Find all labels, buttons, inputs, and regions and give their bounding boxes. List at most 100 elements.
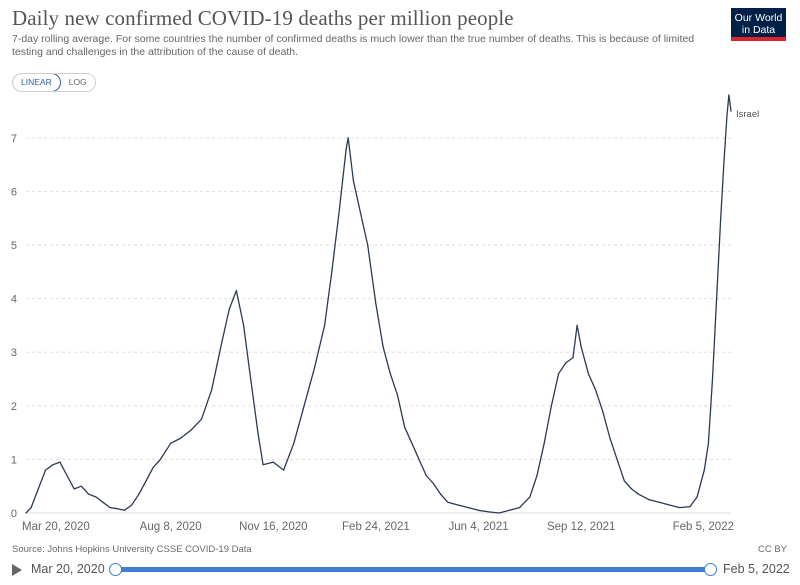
- data-point: [668, 504, 671, 506]
- data-point: [145, 480, 147, 482]
- y-tick-label: 1: [11, 454, 17, 466]
- timeline-start-handle[interactable]: [109, 563, 122, 576]
- data-point: [303, 405, 305, 407]
- data-point: [396, 394, 399, 396]
- data-point: [703, 469, 705, 471]
- timeline-track[interactable]: [116, 567, 710, 572]
- data-point: [95, 496, 97, 498]
- data-point: [200, 418, 203, 420]
- data-point: [630, 488, 633, 490]
- data-point: [102, 501, 104, 503]
- data-point: [250, 378, 252, 380]
- x-tick-label: Mar 20, 2020: [22, 521, 90, 533]
- data-point: [498, 512, 500, 514]
- data-point: [25, 512, 27, 514]
- data-point: [580, 346, 582, 348]
- data-point: [116, 508, 118, 510]
- data-point: [159, 458, 161, 460]
- x-tick-label: Jun 4, 2021: [448, 521, 508, 533]
- data-point: [440, 493, 442, 495]
- license-link[interactable]: CC BY: [757, 544, 787, 555]
- data-point: [467, 507, 469, 509]
- timeline-end-label: Feb 5, 2022: [723, 562, 790, 576]
- chart-title: Daily new confirmed COVID-19 deaths per …: [12, 6, 514, 30]
- y-tick-label: 6: [11, 186, 17, 198]
- data-point: [418, 458, 420, 460]
- data-point: [59, 461, 61, 463]
- data-point: [131, 504, 133, 506]
- x-tick-label: Nov 16, 2020: [239, 521, 307, 533]
- logo-line-2: in Data: [741, 24, 776, 36]
- data-point: [359, 212, 362, 214]
- data-point: [88, 493, 90, 495]
- data-point: [488, 511, 490, 513]
- y-tick-label: 3: [11, 347, 17, 359]
- data-point: [228, 308, 230, 310]
- data-point: [609, 437, 611, 439]
- timeline-end-handle[interactable]: [704, 563, 717, 576]
- data-point: [587, 373, 590, 375]
- chart-subtitle: 7-day rolling average. For some countrie…: [12, 33, 695, 58]
- data-point: [180, 437, 182, 439]
- data-point: [576, 324, 578, 326]
- data-point: [262, 464, 264, 466]
- data-point: [221, 340, 223, 343]
- scale-toggle: LINEAR LOG: [12, 73, 96, 92]
- data-point: [572, 357, 574, 359]
- data-point: [272, 461, 274, 463]
- data-point: [73, 488, 75, 490]
- data-point: [447, 501, 449, 503]
- grid: [26, 137, 731, 514]
- data-point: [508, 509, 510, 511]
- data-point: [52, 464, 54, 466]
- data-point: [170, 442, 172, 444]
- data-point: [293, 442, 295, 444]
- data-point: [728, 94, 730, 96]
- data-point: [543, 442, 545, 444]
- data-point: [602, 410, 604, 412]
- y-axis: 0 1 2 3 4 5 6 7: [11, 133, 17, 520]
- series-label-israel: Israel: [736, 109, 759, 120]
- y-tick-label: 4: [11, 294, 17, 306]
- data-point: [425, 474, 427, 477]
- source-note[interactable]: Source: Johns Hopkins University CSSE CO…: [12, 544, 252, 555]
- timeline-start-label: Mar 20, 2020: [31, 562, 105, 576]
- data-point: [658, 501, 660, 503]
- series-line-israel: [25, 94, 732, 514]
- data-point: [616, 458, 618, 460]
- data-point: [623, 480, 625, 482]
- data-point: [519, 507, 521, 509]
- data-point: [324, 324, 326, 326]
- log-scale-button[interactable]: LOG: [60, 74, 95, 91]
- data-point: [80, 485, 82, 487]
- data-point: [404, 426, 406, 428]
- y-tick-label: 5: [11, 240, 17, 252]
- data-point: [352, 180, 354, 182]
- data-point: [536, 474, 538, 477]
- data-point: [367, 244, 369, 246]
- data-point: [235, 290, 237, 292]
- data-point: [347, 137, 349, 139]
- data-point: [389, 373, 391, 375]
- data-point: [707, 442, 710, 444]
- data-point: [243, 324, 245, 326]
- data-point: [37, 488, 39, 490]
- data-point: [44, 469, 47, 471]
- data-point: [190, 429, 192, 431]
- data-point: [550, 405, 553, 407]
- play-icon[interactable]: [12, 564, 22, 576]
- data-point: [648, 499, 650, 501]
- data-point: [345, 148, 347, 150]
- y-tick-label: 7: [11, 133, 17, 145]
- owid-logo[interactable]: Our World in Data: [731, 8, 786, 41]
- data-point: [66, 474, 68, 477]
- y-tick-label: 2: [11, 401, 17, 413]
- logo-line-1: Our World: [734, 12, 783, 24]
- data-point: [723, 164, 725, 166]
- data-point: [720, 217, 722, 219]
- linear-scale-button[interactable]: LINEAR: [12, 74, 61, 91]
- data-point: [696, 496, 698, 498]
- timeline: Mar 20, 2020 Feb 5, 2022: [0, 558, 800, 582]
- data-point: [638, 493, 640, 495]
- data-point: [331, 271, 333, 273]
